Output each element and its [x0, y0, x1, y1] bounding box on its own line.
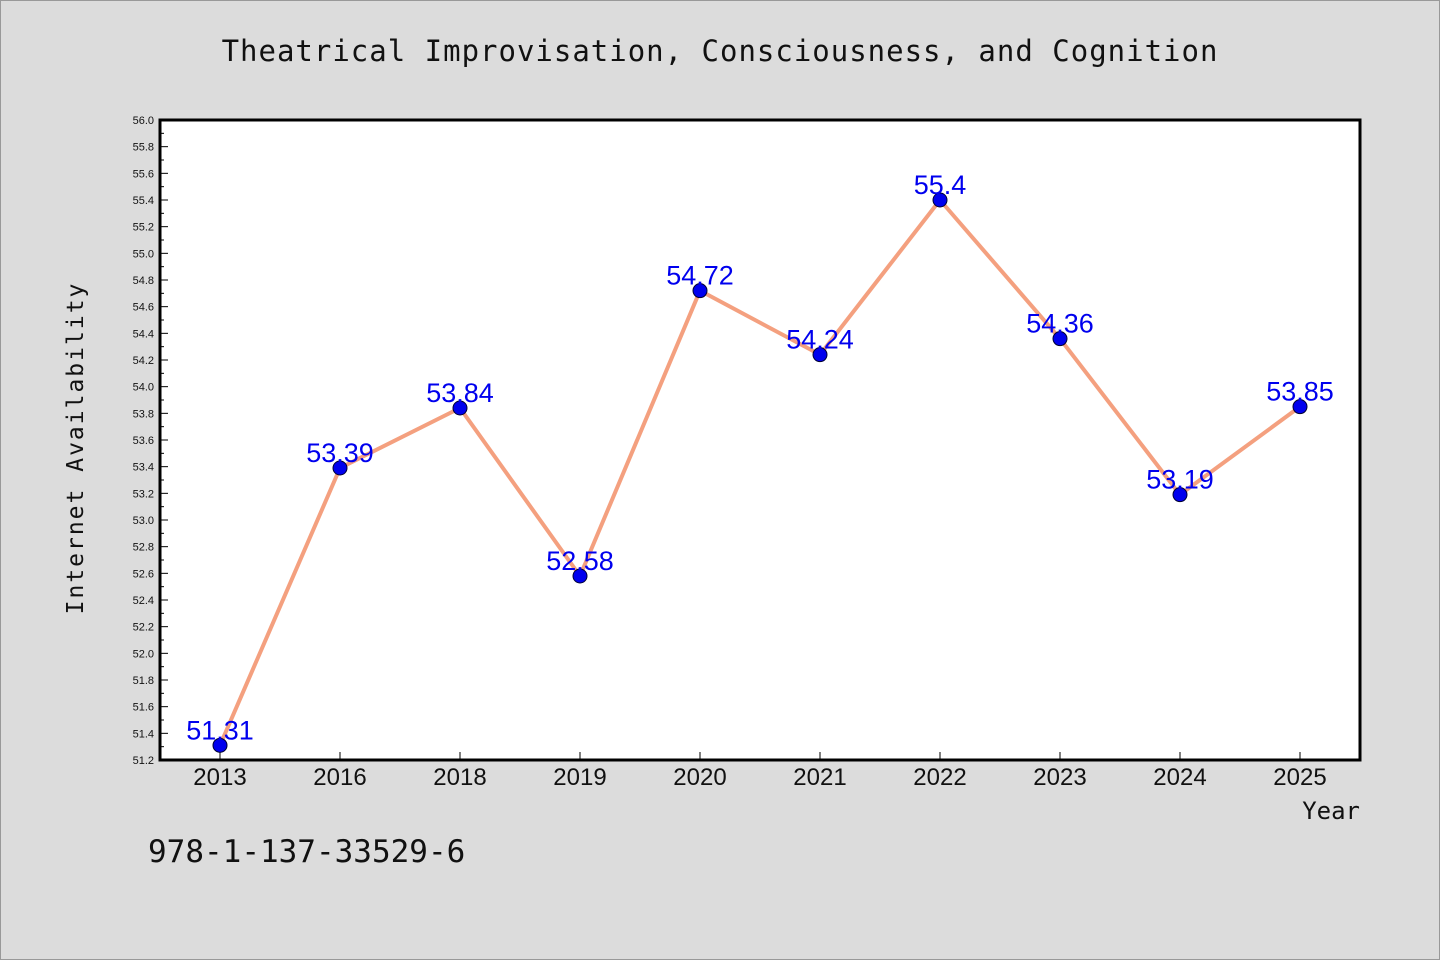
- x-tick-label: 2022: [913, 764, 966, 791]
- data-label: 55.4: [914, 170, 967, 200]
- series-line: [218, 198, 1302, 747]
- data-point: [692, 283, 708, 299]
- x-tick-label: 2019: [553, 764, 606, 791]
- y-tick-label: 52.6: [133, 568, 154, 580]
- y-tick-label: 55.4: [133, 195, 154, 207]
- data-point: [572, 568, 588, 584]
- y-tick-label: 52.0: [133, 648, 154, 660]
- x-tick-label: 2016: [313, 764, 366, 791]
- y-tick-label: 54.4: [133, 328, 154, 340]
- y-tick-label: 54.8: [133, 275, 154, 287]
- y-tick-label: 52.4: [133, 595, 154, 607]
- x-tick-label: 2021: [793, 764, 846, 791]
- data-point: [1052, 331, 1068, 347]
- y-tick-label: 52.8: [133, 542, 154, 554]
- data-labels-layer: 51.31 53.39 53.84 52.58 54.72 54.24 55.4 54.36 5…: [186, 170, 1334, 745]
- y-tick-label: 53.6: [133, 435, 154, 447]
- data-label: 53.85: [1266, 377, 1334, 407]
- y-tick-label: 54.2: [133, 355, 154, 367]
- data-label: 54.72: [666, 261, 734, 291]
- plot-area: [158, 118, 1362, 762]
- y-tick-label: 51.4: [133, 728, 154, 740]
- y-tick-label: 55.8: [133, 142, 154, 154]
- y-tick-label: 53.0: [133, 515, 154, 527]
- y-tick-label: 54.0: [133, 382, 154, 394]
- y-tick-label: 53.4: [133, 462, 154, 474]
- y-tick-label: 51.8: [133, 675, 154, 687]
- y-tick-label: 51.2: [133, 755, 154, 767]
- data-point: [452, 400, 468, 416]
- y-tick-label: 55.6: [133, 168, 154, 180]
- data-label: 53.19: [1146, 465, 1214, 495]
- y-tick-label: 53.8: [133, 408, 154, 420]
- data-point: [812, 347, 828, 363]
- x-axis: 2013 2016 2018 2019 2020 2021 2022 2023 2024 2025: [193, 752, 1327, 791]
- data-label: 52.58: [546, 546, 614, 576]
- isbn-text: 978-1-137-33529-6: [148, 834, 466, 870]
- data-point: [932, 192, 948, 208]
- y-tick-label: 55.2: [133, 222, 154, 234]
- data-label: 54.24: [786, 325, 854, 355]
- x-tick-label: 2013: [193, 764, 246, 791]
- x-tick-label: 2018: [433, 764, 486, 791]
- data-point: [1292, 399, 1308, 415]
- y-tick-label: 51.6: [133, 702, 154, 714]
- data-point: [332, 460, 348, 476]
- data-point: [1172, 487, 1188, 503]
- x-tick-label: 2023: [1033, 764, 1086, 791]
- data-label: 53.39: [306, 438, 374, 468]
- data-point: [212, 737, 228, 753]
- y-tick-label: 54.6: [133, 302, 154, 314]
- x-axis-label: Year: [1302, 797, 1360, 825]
- x-tick-label: 2020: [673, 764, 726, 791]
- x-tick-label: 2025: [1273, 764, 1326, 791]
- data-label: 54.36: [1026, 309, 1094, 339]
- x-tick-label: 2024: [1153, 764, 1206, 791]
- y-axis: 51.2 51.4 51.6 51.8 52.0 52.2 52.4 52.6 52.8 53.0…: [133, 115, 168, 767]
- y-tick-label: 52.2: [133, 622, 154, 634]
- y-tick-label: 56.0: [133, 115, 154, 127]
- data-label: 51.31: [186, 715, 254, 745]
- data-label: 53.84: [426, 378, 494, 408]
- y-tick-label: 55.0: [133, 248, 154, 260]
- y-tick-label: 53.2: [133, 488, 154, 500]
- series-layer: [212, 192, 1308, 753]
- chart-title: Theatrical Improvisation, Consciousness,…: [221, 34, 1219, 68]
